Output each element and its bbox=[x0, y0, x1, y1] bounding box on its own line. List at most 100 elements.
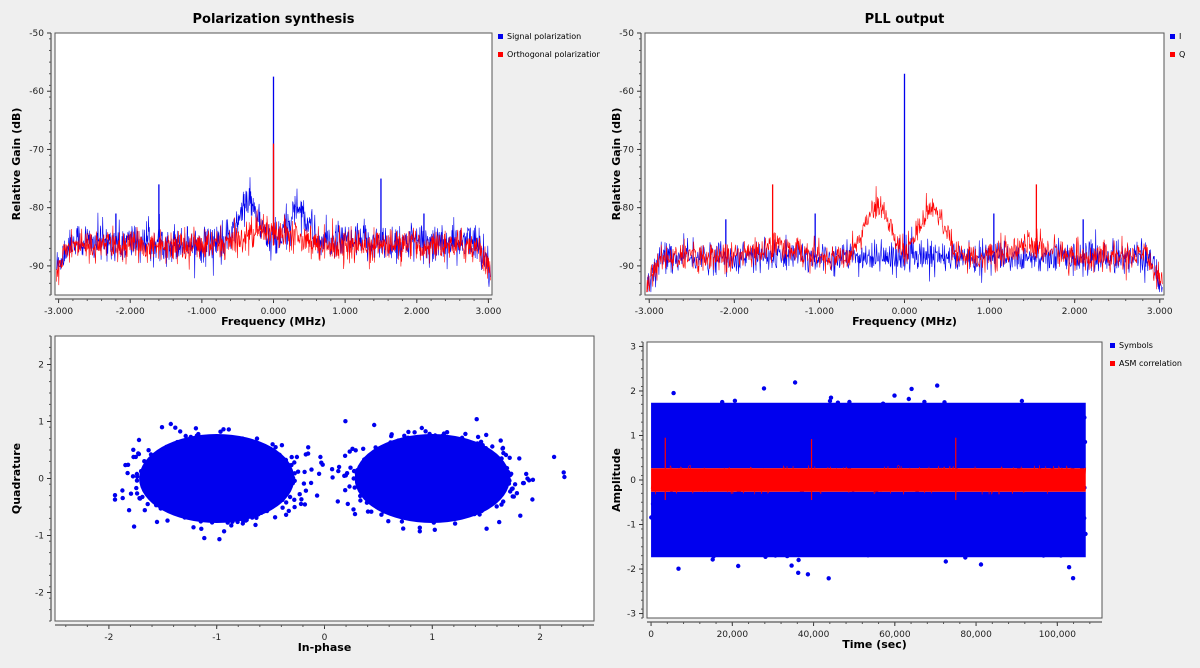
symbol-point bbox=[812, 413, 817, 418]
symbol-point bbox=[894, 523, 900, 528]
symbol-point bbox=[901, 518, 906, 523]
symbol-point bbox=[670, 535, 675, 540]
symbol-point bbox=[785, 553, 790, 559]
scatter-point bbox=[112, 493, 118, 498]
scatter-point bbox=[154, 519, 160, 525]
symbol-point bbox=[971, 434, 977, 439]
symbol-point bbox=[830, 502, 835, 507]
symbol-point bbox=[1025, 419, 1030, 424]
symbol-point bbox=[762, 522, 767, 527]
legend-swatch bbox=[1170, 34, 1175, 39]
scatter-point bbox=[399, 519, 405, 524]
symbol-point bbox=[1039, 494, 1044, 499]
symbol-point bbox=[842, 532, 847, 537]
symbol-point bbox=[730, 446, 735, 451]
scatter-point bbox=[509, 471, 514, 476]
symbol-point bbox=[835, 441, 840, 446]
symbol-point bbox=[655, 526, 660, 531]
symbol-point bbox=[731, 427, 737, 432]
symbol-point bbox=[656, 440, 662, 446]
symbol-point bbox=[923, 502, 928, 508]
symbol-point bbox=[1082, 415, 1087, 420]
symbol-point bbox=[723, 439, 728, 444]
symbol-point bbox=[945, 538, 950, 543]
symbol-point bbox=[1063, 534, 1068, 539]
scatter-point bbox=[298, 501, 304, 507]
symbol-point bbox=[827, 534, 833, 539]
symbol-point bbox=[866, 421, 871, 427]
symbol-point bbox=[882, 441, 887, 446]
x-tick-label: 40,000 bbox=[798, 630, 830, 640]
plot-area bbox=[54, 335, 595, 622]
symbol-point bbox=[1005, 527, 1010, 533]
symbol-point bbox=[660, 440, 665, 445]
symbol-point bbox=[824, 437, 830, 442]
symbol-point bbox=[828, 395, 834, 400]
x-axis-label: Frequency (MHz) bbox=[221, 315, 326, 328]
scatter-point bbox=[561, 470, 566, 475]
symbol-point bbox=[752, 529, 758, 535]
cluster-core bbox=[354, 434, 510, 523]
scatter-point bbox=[417, 529, 422, 534]
constellation-svg: -2 -1 0 1 2 -2 -1 0 1 2 In-phase Quadrature bbox=[10, 335, 595, 654]
scatter-point bbox=[358, 498, 363, 503]
symbol-point bbox=[921, 517, 927, 523]
scatter-point bbox=[514, 491, 520, 496]
x-tick-label: 2 bbox=[537, 633, 543, 643]
symbol-point bbox=[881, 451, 886, 456]
symbol-point bbox=[790, 450, 796, 455]
symbol-point bbox=[1082, 515, 1087, 521]
symbol-point bbox=[935, 383, 940, 388]
symbol-point bbox=[1082, 439, 1088, 445]
y-axis-label: Quadrature bbox=[10, 443, 23, 514]
scatter-point bbox=[494, 504, 499, 509]
symbol-point bbox=[976, 498, 981, 504]
symbol-point bbox=[975, 549, 980, 554]
symbol-point bbox=[650, 501, 656, 507]
symbol-point bbox=[1031, 455, 1036, 460]
symbol-point bbox=[860, 530, 865, 536]
symbol-point bbox=[952, 514, 957, 519]
symbol-point bbox=[847, 399, 852, 405]
symbol-point bbox=[978, 446, 983, 451]
symbol-point bbox=[1051, 549, 1056, 555]
symbol-point bbox=[716, 501, 721, 506]
symbol-point bbox=[829, 524, 835, 530]
symbol-point bbox=[945, 499, 950, 504]
symbol-point bbox=[813, 524, 818, 529]
symbol-point bbox=[995, 510, 1000, 515]
symbol-point bbox=[1047, 421, 1052, 427]
symbol-point bbox=[911, 438, 916, 443]
symbol-point bbox=[794, 438, 800, 443]
symbol-point bbox=[891, 523, 897, 528]
symbol-point bbox=[841, 507, 846, 512]
symbol-point bbox=[810, 531, 815, 536]
symbol-point bbox=[655, 425, 661, 431]
scatter-point bbox=[126, 508, 132, 513]
symbol-point bbox=[865, 553, 871, 558]
symbol-point bbox=[684, 512, 689, 518]
symbol-point bbox=[993, 419, 998, 424]
symbol-point bbox=[970, 453, 975, 458]
symbol-point bbox=[862, 506, 867, 511]
symbol-point bbox=[718, 459, 724, 464]
symbol-point bbox=[778, 429, 783, 434]
symbol-point bbox=[985, 502, 991, 507]
scatter-point bbox=[292, 504, 297, 510]
symbol-point bbox=[724, 442, 730, 447]
symbol-point bbox=[656, 505, 661, 510]
symbol-point bbox=[805, 572, 811, 577]
symbol-point bbox=[976, 535, 981, 540]
scatter-point bbox=[303, 452, 308, 457]
symbol-point bbox=[714, 538, 719, 543]
symbol-point bbox=[820, 411, 826, 416]
symbol-point bbox=[1066, 565, 1072, 570]
symbol-point bbox=[820, 440, 825, 445]
symbol-point bbox=[1050, 450, 1055, 455]
y-tick-label: -70 bbox=[619, 145, 634, 155]
symbol-point bbox=[880, 401, 886, 406]
symbol-point bbox=[895, 514, 900, 519]
symbol-point bbox=[836, 454, 842, 459]
symbol-point bbox=[853, 443, 858, 448]
symbol-point bbox=[1010, 412, 1015, 417]
